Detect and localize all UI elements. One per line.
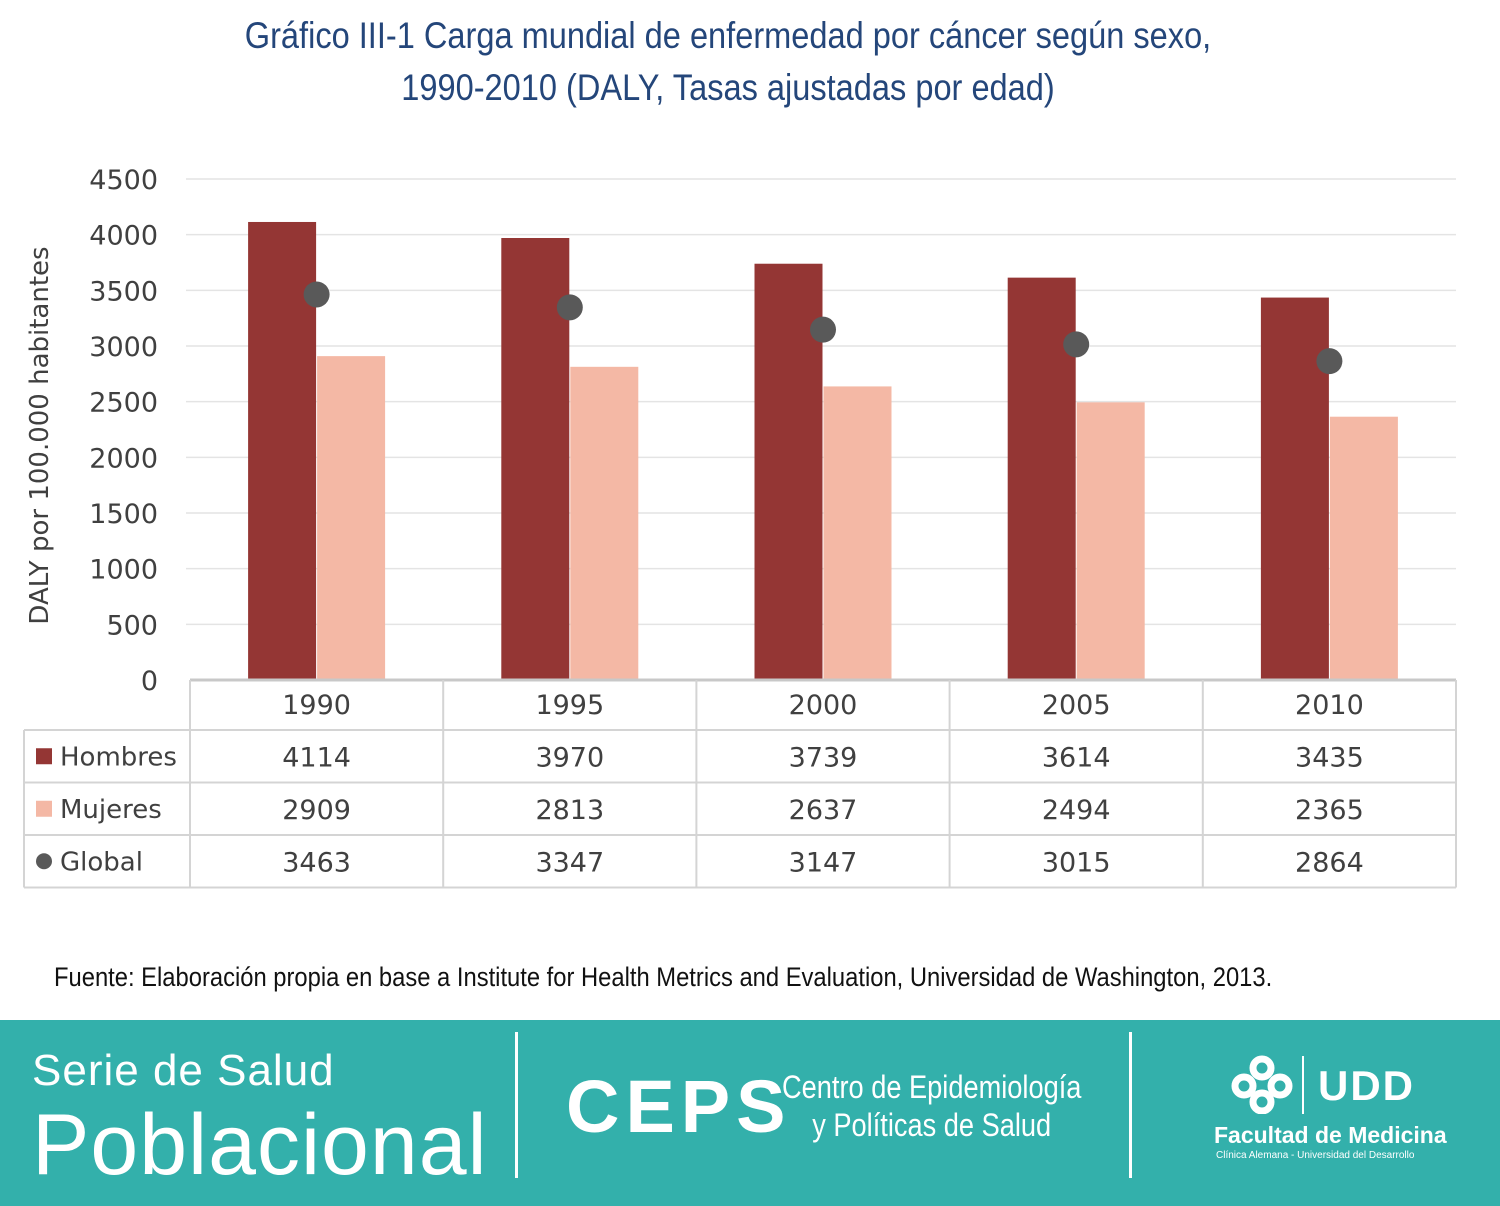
- bar-mujeres: [1329, 416, 1398, 680]
- footer-banner: Serie de Salud Poblacional CEPS Centro d…: [0, 1020, 1500, 1206]
- udd-logo: UDD: [1318, 1062, 1415, 1109]
- bar-mujeres: [570, 366, 639, 680]
- legend-key-mujeres: [36, 800, 52, 817]
- x-tick-label: 2000: [789, 690, 858, 721]
- x-tick-label: 2010: [1295, 690, 1364, 721]
- logo-divider: [1302, 1056, 1304, 1114]
- marker-global: [1063, 331, 1090, 358]
- faculty-name: Facultad de Medicina: [1214, 1122, 1447, 1148]
- bar-mujeres: [1076, 402, 1145, 680]
- data-label: 2365: [1295, 795, 1364, 826]
- y-tick-label: 1000: [89, 555, 158, 586]
- data-label: 3463: [282, 847, 351, 878]
- data-label: 2637: [789, 795, 858, 826]
- y-tick-label: 3000: [89, 332, 158, 363]
- ceps-name-line-2: y Políticas de Salud: [812, 1107, 1052, 1143]
- data-label: 2909: [282, 795, 351, 826]
- data-label: 2813: [535, 795, 604, 826]
- chart-title-line-1: Gráfico III-1 Carga mundial de enfermeda…: [244, 15, 1212, 56]
- marker-global: [1316, 348, 1343, 375]
- chart-area: 0 500 1000 1500 2000 2500 3000 3500 4000 4500 DALY…: [23, 165, 1457, 889]
- y-axis-label: DALY por 100.000 habitantes: [25, 246, 55, 624]
- x-tick-label: 2005: [1042, 690, 1111, 721]
- y-tick-label: 0: [141, 666, 158, 697]
- bar-mujeres: [823, 386, 892, 680]
- y-tick-label: 2000: [89, 443, 158, 474]
- faculty-subtitle: Clínica Alemana - Universidad del Desarr…: [1216, 1150, 1415, 1161]
- data-label: 3435: [1295, 742, 1364, 773]
- y-tick-label: 4000: [89, 221, 158, 252]
- data-label: 2494: [1042, 795, 1111, 826]
- data-label: 3739: [789, 742, 858, 773]
- data-label: 2864: [1295, 847, 1364, 878]
- data-label: 3147: [789, 847, 858, 878]
- legend-label-hombres: Hombres: [60, 742, 177, 772]
- data-label: 3970: [535, 742, 604, 773]
- y-tick-label: 1500: [89, 499, 158, 530]
- legend-key-hombres: [36, 748, 52, 765]
- marker-global: [556, 294, 583, 321]
- y-tick-label: 500: [106, 610, 158, 641]
- data-label: 3347: [535, 847, 604, 878]
- marker-global: [810, 316, 836, 343]
- legend-label-global: Global: [60, 847, 143, 877]
- data-label: 3614: [1042, 742, 1111, 773]
- chart-title: Gráfico III-1 Carga mundial de enfermeda…: [87, 10, 1368, 114]
- data-label: 4114: [282, 742, 351, 773]
- bar-mujeres: [317, 356, 386, 680]
- legend-key-global: [36, 853, 52, 870]
- ceps-name-line-1: Centro de Epidemiología: [782, 1069, 1082, 1105]
- y-tick-label: 4500: [89, 165, 158, 196]
- y-tick-label: 2500: [89, 388, 158, 419]
- source-note: Fuente: Elaboración propia en base a Ins…: [54, 962, 1273, 992]
- x-tick-label: 1990: [282, 690, 351, 721]
- series-name-small: Serie de Salud: [32, 1046, 335, 1095]
- marker-global: [303, 281, 330, 308]
- x-tick-label: 1995: [535, 690, 604, 721]
- footer-divider: [515, 1032, 518, 1178]
- faculty-emblem-icon: [1231, 1055, 1293, 1114]
- data-label: 3015: [1042, 847, 1111, 878]
- chart-title-line-2: 1990-2010 (DALY, Tasas ajustadas por eda…: [401, 67, 1055, 108]
- legend-label-mujeres: Mujeres: [60, 795, 162, 825]
- ceps-name: Centro de Epidemiología y Políticas de S…: [782, 1068, 1081, 1144]
- y-tick-label: 3500: [89, 276, 158, 307]
- series-name-large: Poblacional: [32, 1097, 488, 1193]
- footer-divider: [1129, 1032, 1132, 1178]
- ceps-logo: CEPS: [566, 1065, 792, 1148]
